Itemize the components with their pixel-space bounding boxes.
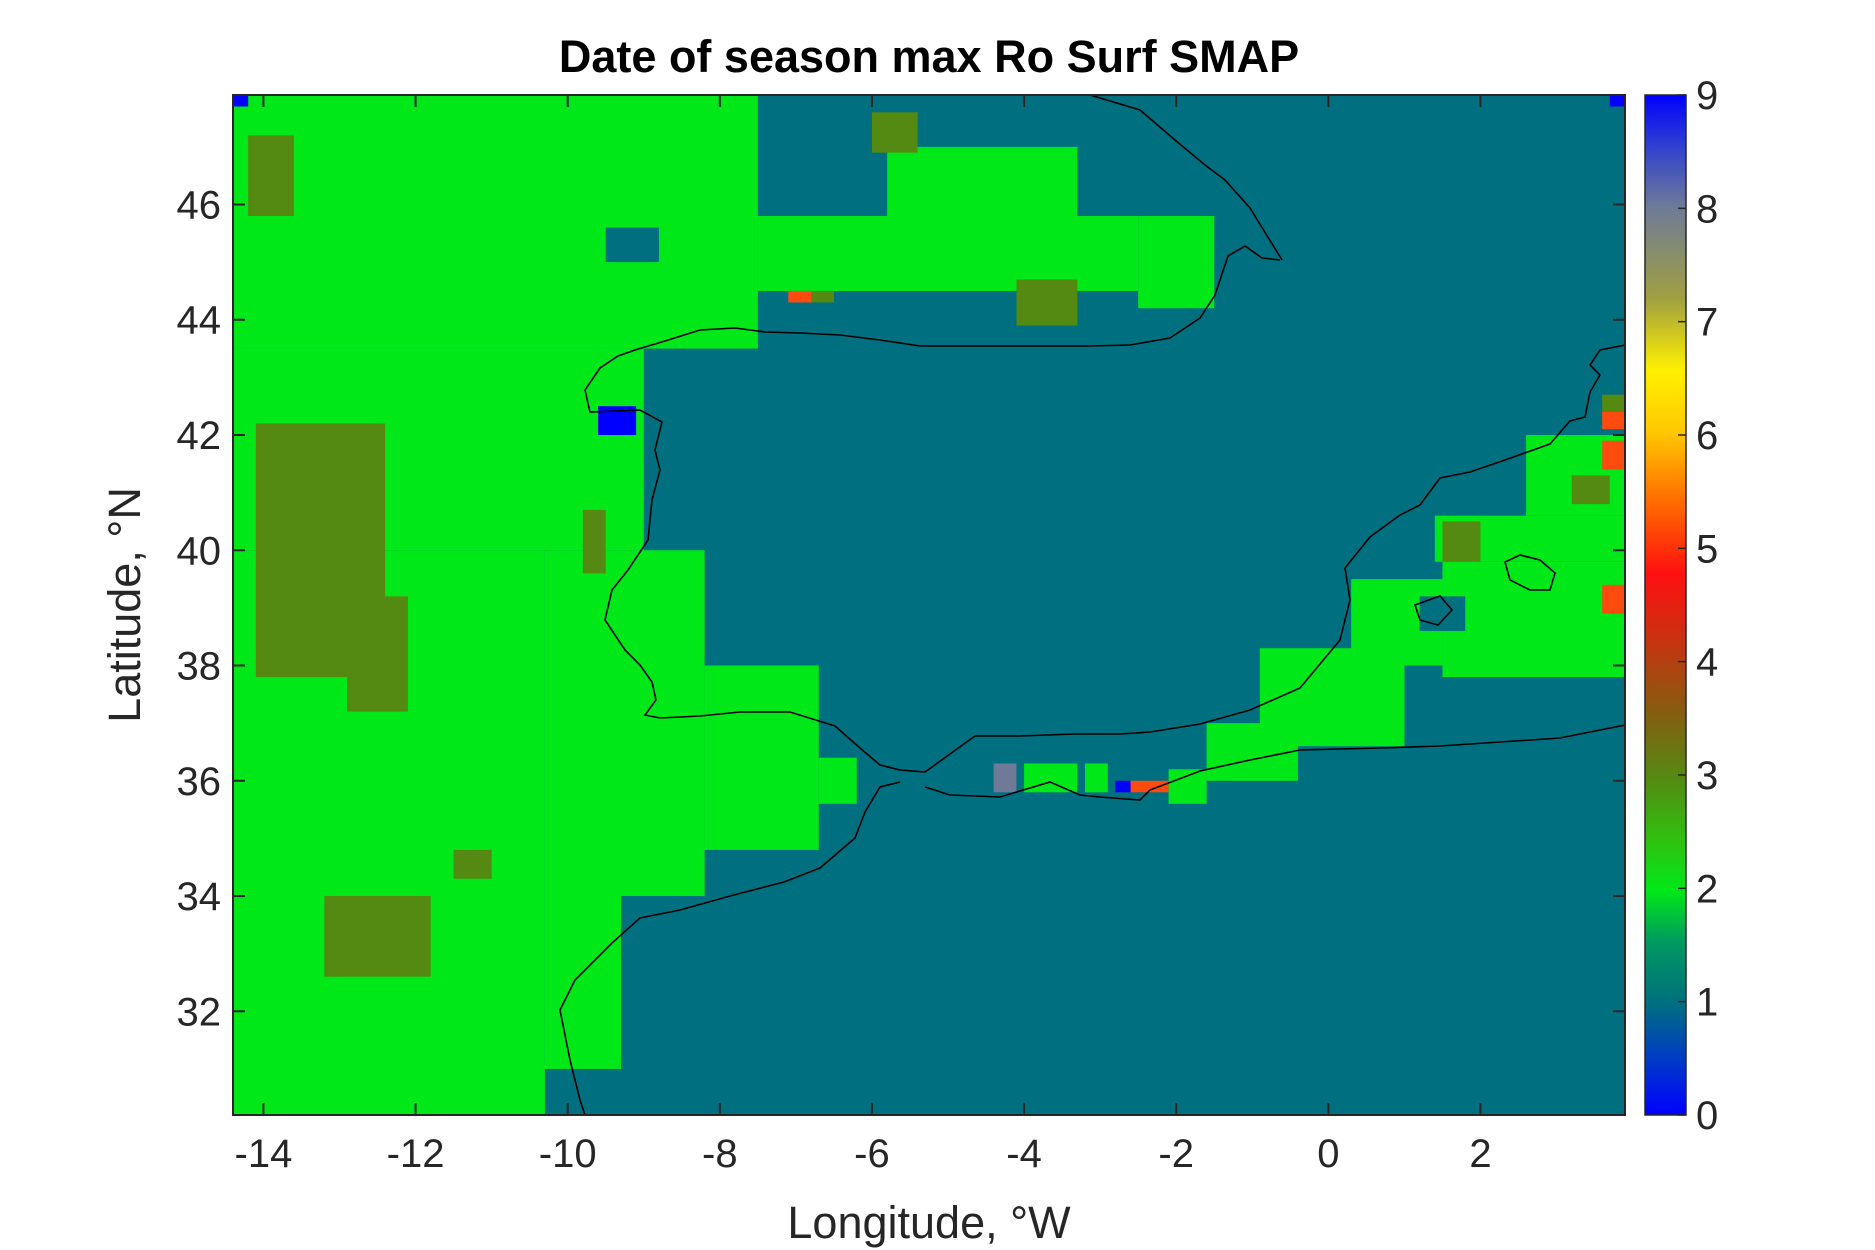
x-tick-label: -12 [387, 1132, 445, 1176]
heatmap-cell-5 [704, 665, 819, 850]
heatmap-cell-43 [1609, 95, 1625, 107]
colorbar-tick-label: 7 [1696, 301, 1718, 345]
heatmap-cell-14 [324, 896, 431, 977]
heatmap-cell-4 [544, 550, 705, 897]
x-tick-label: -4 [1006, 1132, 1042, 1176]
heatmap-cell-15 [453, 849, 492, 879]
heatmap-cell-28 [1168, 769, 1207, 804]
coastline-africa [559, 781, 901, 1115]
y-tick-label: 44 [177, 299, 222, 343]
heatmap-cells [233, 95, 1625, 1115]
y-axis: 32 34 36 38 40 42 44 46 [177, 183, 1625, 1034]
heatmap-cell-12 [347, 596, 408, 712]
heatmap-cell-35 [1442, 521, 1481, 562]
plot-area [232, 94, 1626, 1116]
plot-frame [232, 94, 1626, 1116]
colorbar-tick-label: 0 [1696, 1094, 1718, 1138]
heatmap-cell-16 [582, 509, 606, 574]
coastline-mallorca [1504, 554, 1556, 591]
coastline-france-west [1089, 95, 1283, 261]
colorbar-tick-label: 1 [1696, 981, 1718, 1025]
x-tick-label: 0 [1317, 1132, 1339, 1176]
heatmap-cell-20 [605, 227, 659, 263]
colorbar-ticks: 0 1 2 3 4 5 6 7 8 9 [1678, 74, 1718, 1138]
coastline-north-africa-med [924, 724, 1625, 801]
coastline-ibiza [1413, 595, 1454, 626]
colorbar-tick-label: 9 [1696, 74, 1718, 118]
colorbar-tick-label: 6 [1696, 414, 1718, 458]
y-tick-label: 36 [177, 760, 222, 804]
heatmap-cell-9 [1138, 216, 1215, 309]
x-tick-label: -6 [854, 1132, 890, 1176]
x-tick-label: -14 [235, 1132, 293, 1176]
heatmap-cell-27 [1130, 780, 1169, 793]
heatmap-cell-18 [871, 112, 918, 153]
heatmap-cell-39 [1602, 440, 1625, 470]
heatmap-cell-2 [233, 95, 758, 349]
heatmap-cell-6 [818, 757, 857, 804]
colorbar: 0 1 2 3 4 5 6 7 8 9 [1644, 74, 1718, 1138]
heatmap-cell-26 [1115, 780, 1131, 793]
y-tick-label: 38 [177, 645, 222, 689]
x-tick-label: 2 [1469, 1132, 1491, 1176]
colorbar-tick-label: 8 [1696, 187, 1718, 231]
heatmap-cell-3 [544, 896, 621, 1069]
colorbar-tick-label: 3 [1696, 754, 1718, 798]
colorbar-tick-label: 2 [1696, 867, 1718, 911]
heatmap-cell-32 [1442, 561, 1625, 678]
heatmap-cell-38 [1602, 411, 1625, 430]
colorbar-tick-label: 5 [1696, 527, 1718, 571]
heatmap-cell-8 [887, 146, 1078, 217]
x-axis: -14 -12 -10 -8 -6 -4 -2 0 2 [235, 95, 1492, 1176]
heatmap-cell-36 [1571, 475, 1610, 505]
x-axis-label: Longitude, °W [787, 1197, 1071, 1248]
y-tick-label: 40 [177, 529, 222, 573]
x-tick-label: -2 [1158, 1132, 1194, 1176]
colorbar-tick-label: 4 [1696, 641, 1718, 685]
heatmap-cell-40 [1602, 584, 1625, 614]
coastline-iberia [584, 245, 1625, 773]
y-tick-label: 46 [177, 183, 222, 227]
chart-title: Date of season max Ro Surf SMAP [559, 31, 1299, 82]
heatmap-cell-19 [1016, 279, 1078, 326]
heatmap-cell-22 [788, 290, 812, 303]
x-tick-label: -8 [702, 1132, 738, 1176]
y-tick-label: 34 [177, 875, 222, 919]
y-tick-label: 42 [177, 414, 222, 458]
heatmap-cell-42 [233, 95, 249, 107]
y-axis-label: Latitude, °N [99, 487, 150, 723]
heatmap-cell-17 [803, 290, 834, 303]
heatmap-cell-25 [1084, 763, 1108, 793]
x-tick-label: -10 [539, 1132, 597, 1176]
colorbar-gradient [1644, 94, 1687, 1116]
heatmap-cell-23 [993, 763, 1017, 793]
heatmap-cell-7 [757, 216, 1139, 291]
y-tick-label: 32 [177, 990, 222, 1034]
heatmap-cell-13 [248, 135, 294, 217]
heatmap-cell-41 [1419, 596, 1466, 631]
coastline [559, 95, 1625, 1115]
